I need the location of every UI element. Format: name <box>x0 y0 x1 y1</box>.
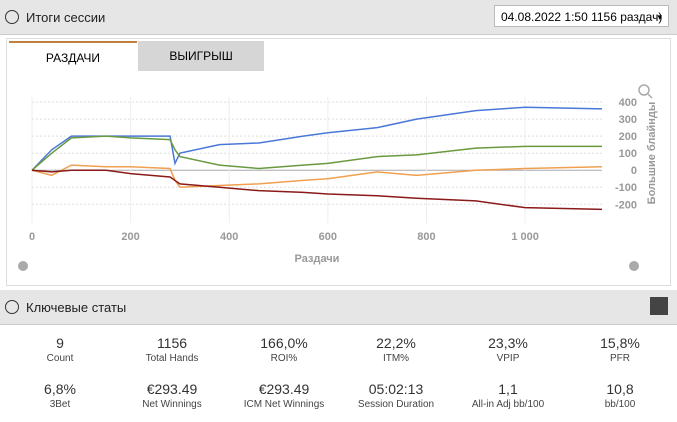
stat-label: PFR <box>610 353 630 364</box>
y-axis-label: Большие блайнды <box>646 102 658 205</box>
stat-label: Count <box>46 353 74 364</box>
y-tick-label: -100 <box>615 182 637 194</box>
stat-label: Total Hands <box>145 353 199 364</box>
stat-value: 10,8 <box>606 381 634 397</box>
tab[interactable]: ВЫИГРЫШ <box>138 41 264 71</box>
session-select[interactable]: 04.08.2022 1:50 1156 раздач) ▾ <box>494 5 669 27</box>
stats-header: Ключевые статы <box>0 290 677 325</box>
stat-label: ROI% <box>270 353 298 364</box>
chart: Раздачи Большие блайнды 400 300 200 100 0 -10… <box>18 84 658 271</box>
stat-label: VPIP <box>496 353 520 364</box>
session-text: 04.08.2022 1:50 1156 раздач) <box>501 10 663 24</box>
y-tick-label: -200 <box>615 199 637 211</box>
series-line <box>31 135 602 171</box>
stat-label: Session Duration <box>357 399 435 410</box>
stat: 23,3% VPIP <box>452 335 564 364</box>
series-line <box>31 169 603 211</box>
stat: 1,1 All-in Adj bb/100 <box>452 381 564 410</box>
stat: 1156 Total Hands <box>116 335 228 364</box>
stat-value: 166,0% <box>260 335 308 351</box>
stat-label: 3Bet <box>49 399 71 410</box>
y-tick-label: 200 <box>619 131 637 143</box>
stat-value: 1156 <box>156 335 188 351</box>
session-header: Итоги сессии 04.08.2022 1:50 1156 раздач… <box>0 0 677 35</box>
arrow: ▾ <box>657 12 662 22</box>
x-tick-label: 400 <box>220 231 238 243</box>
stat-value: 6,8% <box>44 381 76 397</box>
title: Ключевые статы <box>26 300 127 315</box>
y-tick-label: 300 <box>619 114 637 126</box>
stat-value: 1,1 <box>498 381 518 397</box>
layout-button[interactable] <box>650 297 668 315</box>
stat-value: 15,8% <box>600 335 640 351</box>
stat-value: 9 <box>56 335 64 351</box>
title: Итоги сессии <box>26 10 106 25</box>
stat-label: Net Winnings <box>142 399 202 410</box>
collapse-icon[interactable] <box>5 300 19 314</box>
stat: 05:02:13 Session Duration <box>340 381 452 410</box>
series-line <box>31 106 603 171</box>
y-tick-label: 100 <box>619 148 637 160</box>
x-tick-label: 800 <box>417 231 435 243</box>
zoom-icon[interactable] <box>638 84 650 96</box>
x-tick-label: 1 000 <box>511 231 539 243</box>
zoom-icon <box>647 93 653 99</box>
y-tick-label: 0 <box>631 165 637 177</box>
tab[interactable]: РАЗДАЧИ <box>9 41 137 73</box>
stat-value: 05:02:13 <box>368 381 424 397</box>
x-tick-label: 0 <box>29 231 35 243</box>
stat: 22,2% ITM% <box>340 335 452 364</box>
stat-value: €293.49 <box>146 381 198 397</box>
y-tick-label: 400 <box>619 97 637 109</box>
chart-card: РАЗДАЧИ ВЫИГРЫШ Раздачи Большие блайнды … <box>6 38 671 286</box>
stat: €293.49 ICM Net Winnings <box>228 381 340 410</box>
stat-value: 22,2% <box>376 335 416 351</box>
stat: 166,0% ROI% <box>228 335 340 364</box>
x-tick-label: 200 <box>121 231 139 243</box>
stat-label: All-in Adj bb/100 <box>471 399 545 410</box>
stat-value: 23,3% <box>488 335 528 351</box>
stat: €293.49 Net Winnings <box>116 381 228 410</box>
info-icon[interactable] <box>629 261 639 271</box>
x-tick-label: 600 <box>319 231 337 243</box>
stat: 15,8% PFR <box>564 335 676 364</box>
settings-icon[interactable] <box>18 261 28 271</box>
stat: 6,8% 3Bet <box>4 381 116 410</box>
stat: 9 Count <box>4 335 116 364</box>
stat-label: ICM Net Winnings <box>243 399 325 410</box>
stat-value: €293.49 <box>258 381 310 397</box>
stat-label: bb/100 <box>604 399 636 410</box>
x-axis-label: Раздачи <box>295 253 340 265</box>
series-line <box>31 164 603 189</box>
stat-label: ITM% <box>382 353 410 364</box>
collapse-icon[interactable] <box>5 10 19 24</box>
stat: 10,8 bb/100 <box>564 381 676 410</box>
